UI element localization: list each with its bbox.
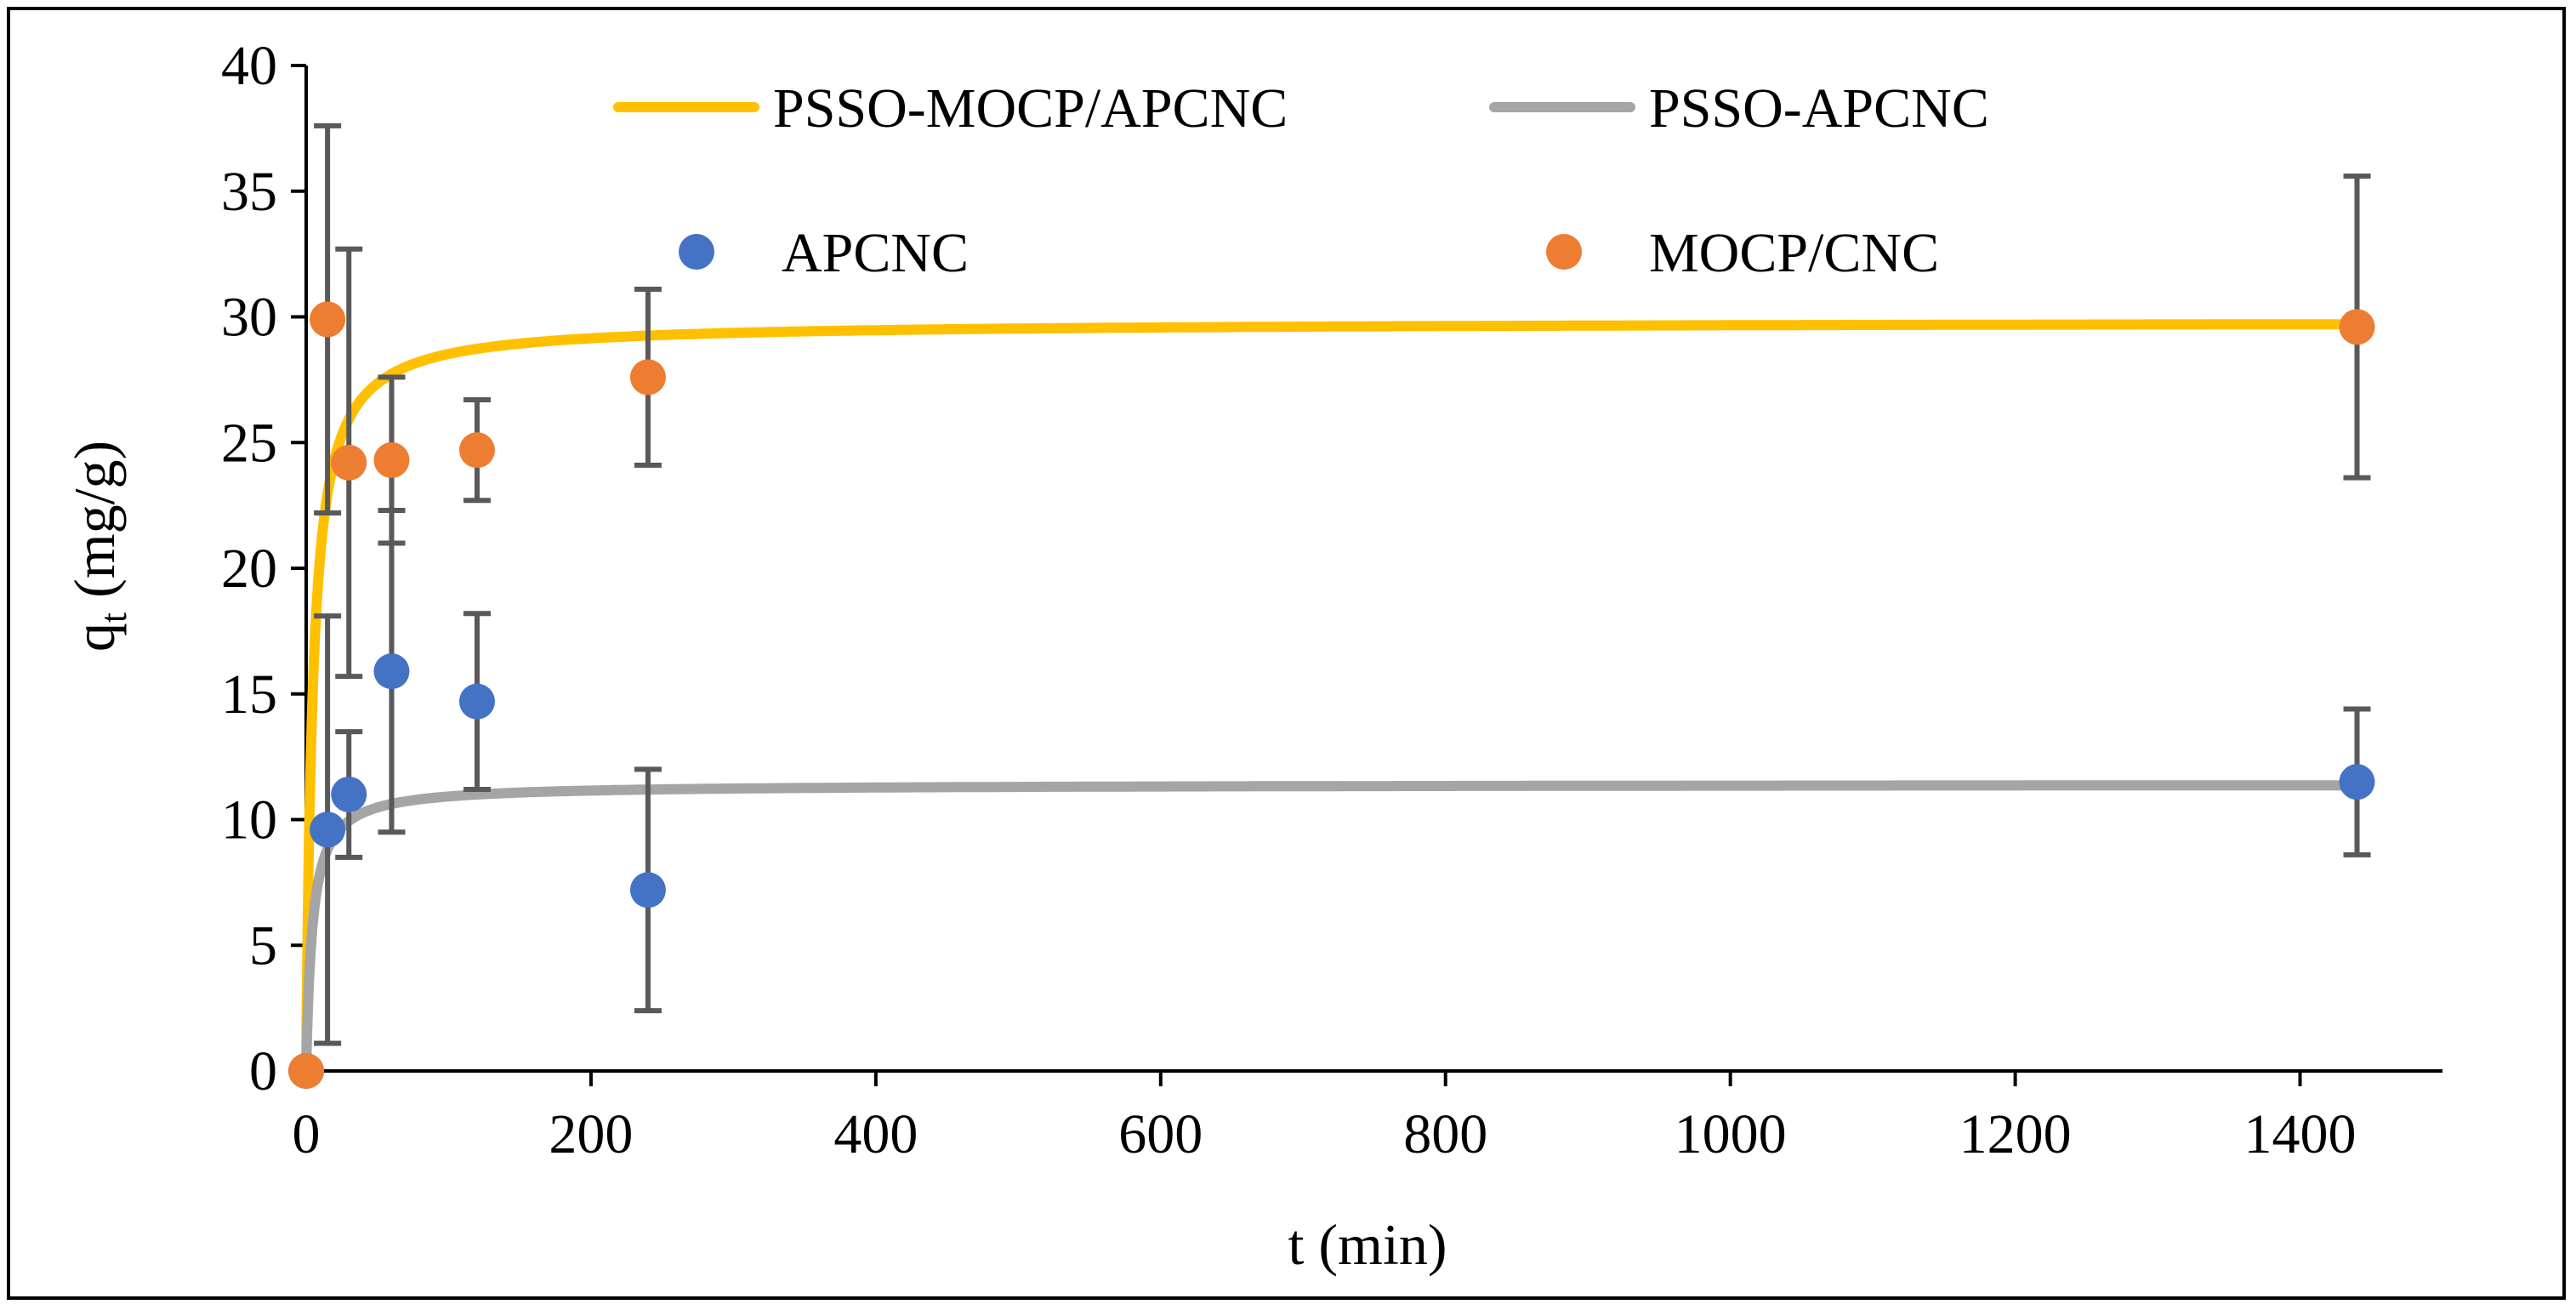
data-point-mocp-cnc — [331, 444, 367, 481]
x-axis-title: t (min) — [1288, 1212, 1447, 1277]
data-point-apcnc — [2339, 764, 2375, 800]
x-tick-label: 200 — [549, 1103, 633, 1165]
data-point-mocp-cnc — [629, 359, 666, 396]
data-point-mocp-cnc — [288, 1053, 324, 1089]
legend-swatch-marker — [1546, 234, 1582, 270]
legend-entry-mocp-cnc: MOCP/CNC — [1546, 222, 1939, 284]
x-tick-label: 1400 — [2244, 1103, 2357, 1165]
y-tick-label: 5 — [249, 914, 277, 977]
x-tick-label: 0 — [293, 1103, 321, 1165]
y-tick-label: 40 — [221, 35, 277, 97]
data-point-mocp-cnc — [2339, 309, 2375, 345]
y-axis-title-sub: t — [93, 612, 134, 623]
y-tick-label: 30 — [221, 287, 277, 349]
legend-label: MOCP/CNC — [1649, 222, 1939, 284]
x-tick-label: 1200 — [1959, 1103, 2072, 1165]
y-tick-label: 15 — [221, 664, 277, 726]
data-point-apcnc — [373, 653, 410, 690]
legend-label: APCNC — [782, 222, 969, 284]
legend-entry-psso-mocp-apcnc: PSSO-MOCP/APCNC — [613, 77, 1288, 140]
data-point-apcnc — [310, 812, 346, 848]
chart-frame: qt (mg/g) t (min) 0 5 10 15 20 25 30 35 40 0 200 40… — [7, 7, 2566, 1300]
y-axis-title-main: q — [62, 623, 127, 652]
x-tick-label: 800 — [1403, 1103, 1487, 1165]
svg-text:qt (mg/g): qt (mg/g) — [62, 441, 134, 652]
data-point-mocp-cnc — [310, 301, 346, 338]
data-point-mocp-cnc — [458, 432, 495, 469]
x-tick-label: 600 — [1118, 1103, 1203, 1165]
x-tick-label: 1000 — [1675, 1103, 1787, 1165]
legend-label: PSSO-MOCP/APCNC — [773, 77, 1288, 140]
legend-swatch-marker — [679, 234, 714, 270]
y-axis-title-rest: (mg/g) — [62, 441, 127, 612]
data-point-apcnc — [458, 683, 495, 720]
legend: PSSO-MOCP/APCNC PSSO-APCNC APCNC MOCP/CNC — [613, 77, 1989, 284]
series-line-psso-mocp-apcnc — [301, 319, 2363, 1076]
data-point-mocp-cnc — [373, 441, 410, 478]
y-tick-label: 0 — [249, 1040, 277, 1102]
data-point-apcnc — [629, 872, 666, 908]
y-axis-title: qt (mg/g) — [62, 441, 134, 652]
y-tick-label: 20 — [221, 538, 277, 600]
y-tick-label: 25 — [221, 412, 277, 474]
series-line-psso-apcnc — [301, 780, 2363, 1076]
y-tick-label: 35 — [221, 161, 277, 223]
y-tick-label: 10 — [221, 789, 277, 852]
legend-entry-apcnc: APCNC — [679, 222, 969, 284]
x-tick-label: 400 — [833, 1103, 918, 1165]
legend-entry-psso-apcnc: PSSO-APCNC — [1489, 77, 1989, 140]
data-point-apcnc — [331, 776, 367, 812]
legend-label: PSSO-APCNC — [1649, 77, 1989, 140]
